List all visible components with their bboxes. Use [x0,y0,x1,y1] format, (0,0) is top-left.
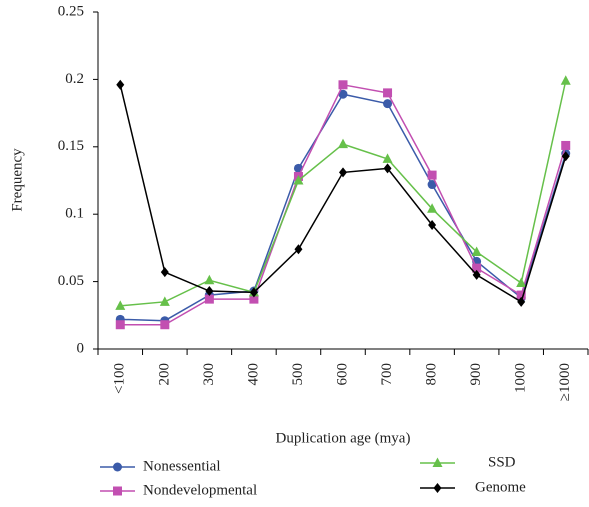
marker [428,219,437,230]
marker [113,486,122,496]
legend-label: Nonessential [143,458,220,474]
marker [561,151,570,162]
legend-label: SSD [488,454,516,470]
x-tick-label: 500 [290,363,306,386]
series-line [120,80,567,307]
x-tick-label: 600 [334,363,350,386]
y-tick-label: 0 [77,340,85,356]
marker [204,274,215,285]
legend-label: Genome [475,479,526,495]
marker [338,138,348,149]
x-tick-label: 1000 [513,363,529,393]
x-tick-label: 800 [424,363,440,386]
marker [115,320,125,330]
marker [116,79,125,90]
marker [383,99,393,109]
marker [427,180,437,190]
marker [427,170,437,180]
x-tick-label: 300 [201,363,217,386]
marker [383,88,393,98]
marker [561,140,571,150]
series-line [119,84,567,303]
y-tick-label: 0.05 [58,273,84,289]
marker [432,457,443,467]
x-tick-label: 200 [156,363,172,386]
marker [205,286,214,297]
marker [159,296,170,306]
marker [160,267,169,278]
y-tick-label: 0.25 [58,3,84,19]
marker [294,244,303,255]
marker [338,89,348,99]
marker [383,163,392,174]
legend-label: Nondevelopmental [143,482,257,498]
series-line [120,93,567,322]
marker [516,277,527,287]
y-tick-label: 0.15 [58,138,84,154]
marker [113,462,122,472]
marker [339,167,347,178]
x-tick-label: ≥1000 [557,363,573,401]
marker [427,203,438,213]
marker [338,80,348,90]
marker [249,287,258,298]
x-tick-label: 700 [379,363,395,386]
x-tick-label: 900 [468,363,484,386]
marker [516,290,526,300]
marker [472,269,481,280]
marker [472,263,482,273]
marker [433,483,442,493]
marker [517,296,526,307]
marker [115,300,126,310]
marker [382,153,393,163]
marker [249,294,259,304]
x-axis-label: Duplication age (mya) [276,430,411,446]
marker [560,75,571,85]
marker [471,246,482,256]
y-axis-label: Frequency [9,148,25,212]
marker [160,320,170,330]
marker [204,294,214,304]
x-tick-label: <100 [112,363,128,394]
marker [293,175,304,185]
y-tick-label: 0.1 [65,206,84,222]
x-tick-label: 400 [245,363,261,386]
y-tick-label: 0.2 [65,71,84,87]
